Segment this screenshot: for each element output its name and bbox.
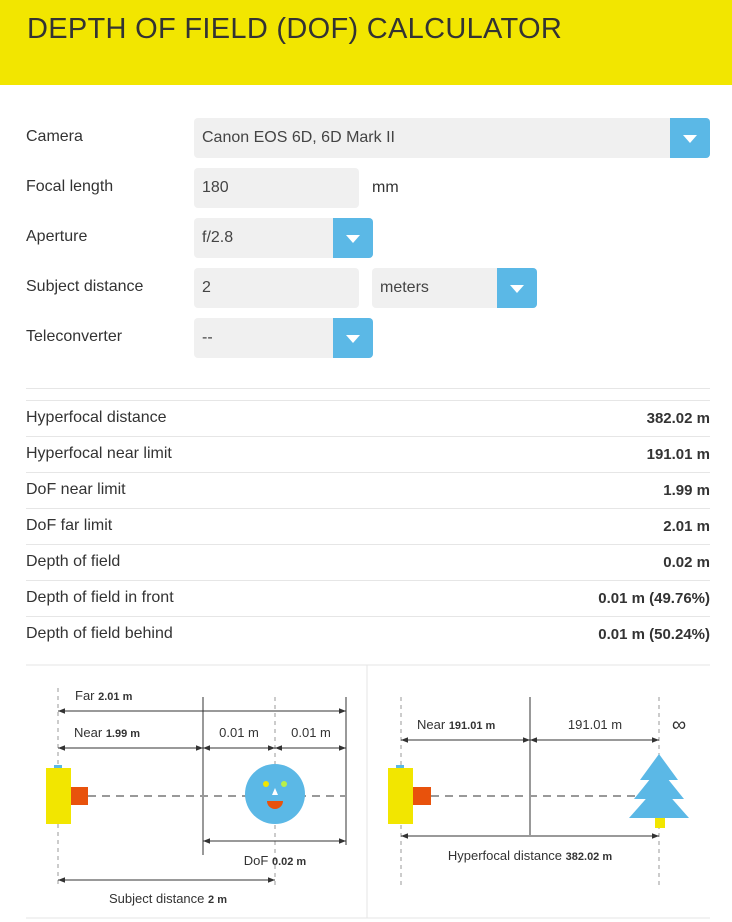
- hyperfocal-text: Hyperfocal distance 382.02 m: [448, 848, 612, 863]
- result-label: Depth of field in front: [26, 589, 174, 606]
- result-label: DoF far limit: [26, 517, 113, 534]
- result-row: Hyperfocal near limit 191.01 m: [26, 436, 710, 473]
- label: Near: [74, 725, 103, 740]
- result-label: Depth of field: [26, 553, 121, 570]
- result-row: Depth of field in front 0.01 m (49.76%): [26, 580, 710, 617]
- dropdown-button[interactable]: [333, 318, 373, 358]
- result-value: 0.01 m (49.76%): [598, 590, 710, 607]
- dropdown-icon: [510, 285, 524, 293]
- result-row: Depth of field 0.02 m: [26, 544, 710, 581]
- front-text: 0.01 m: [219, 725, 259, 740]
- near-text: Near 1.99 m: [74, 725, 140, 740]
- value: 1.99 m: [106, 728, 140, 740]
- result-row: DoF near limit 1.99 m: [26, 472, 710, 509]
- value: 0.02 m: [272, 856, 306, 868]
- result-value: 0.01 m (50.24%): [598, 626, 710, 643]
- dropdown-icon: [683, 135, 697, 143]
- distance-input[interactable]: 2: [194, 268, 359, 308]
- field-label: Focal length: [26, 178, 114, 195]
- title: DEPTH OF FIELD (DOF) CALCULATOR: [27, 13, 563, 45]
- subject-face: [245, 764, 305, 824]
- focal-input[interactable]: 180: [194, 168, 359, 208]
- result-label: DoF near limit: [26, 481, 126, 498]
- field-label: Subject distance: [26, 278, 144, 295]
- camera-select[interactable]: Canon EOS 6D, 6D Mark II: [194, 118, 710, 158]
- dropdown-button[interactable]: [497, 268, 537, 308]
- subject-text: Subject distance 2 m: [109, 891, 227, 906]
- camera-icon: [46, 765, 88, 824]
- label: Hyperfocal distance: [448, 848, 562, 863]
- dropdown-button[interactable]: [670, 118, 710, 158]
- result-value: 0.02 m: [663, 554, 710, 571]
- select-value: Canon EOS 6D, 6D Mark II: [202, 129, 395, 146]
- dropdown-icon: [346, 235, 360, 243]
- label: Subject distance: [109, 891, 204, 906]
- near-text: Near 191.01 m: [417, 717, 496, 732]
- field-label: Camera: [26, 128, 83, 145]
- value: 2 m: [208, 894, 227, 906]
- value: 2.01 m: [98, 691, 132, 703]
- select-value: meters: [380, 279, 429, 296]
- infinity-symbol: ∞: [672, 714, 686, 736]
- aperture-select[interactable]: f/2.8: [194, 218, 373, 258]
- header: DEPTH OF FIELD (DOF) CALCULATOR: [0, 0, 732, 85]
- value: 191.01 m: [449, 720, 496, 732]
- result-label: Depth of field behind: [26, 625, 173, 642]
- teleconverter-select[interactable]: --: [194, 318, 373, 358]
- result-label: Hyperfocal near limit: [26, 445, 172, 462]
- dropdown-button[interactable]: [333, 218, 373, 258]
- result-row: Hyperfocal distance 382.02 m: [26, 400, 710, 437]
- dropdown-icon: [346, 335, 360, 343]
- separator: [26, 388, 710, 389]
- diagram: Far 2.01 m Near 1.99 m 0.01 m 0.01 m DoF…: [26, 664, 710, 919]
- result-value: 191.01 m: [646, 446, 710, 463]
- far-text: Far 2.01 m: [75, 688, 133, 703]
- result-value: 2.01 m: [663, 518, 710, 535]
- result-value: 382.02 m: [646, 410, 710, 427]
- far-segment-text: 191.01 m: [568, 717, 622, 732]
- unit-label: mm: [372, 179, 399, 196]
- field-label: Teleconverter: [26, 328, 123, 345]
- dof-text: DoF 0.02 m: [244, 853, 307, 868]
- field-label: Aperture: [26, 228, 88, 245]
- value: 382.02 m: [566, 851, 613, 863]
- result-label: Hyperfocal distance: [26, 409, 167, 426]
- label: DoF: [244, 853, 269, 868]
- behind-text: 0.01 m: [291, 725, 331, 740]
- tree-icon: [629, 754, 689, 828]
- label: Far: [75, 688, 95, 703]
- select-value: f/2.8: [202, 229, 234, 246]
- camera-icon: [388, 765, 431, 824]
- select-value: --: [202, 329, 213, 346]
- result-value: 1.99 m: [663, 482, 710, 499]
- result-row: DoF far limit 2.01 m: [26, 508, 710, 545]
- unit-select[interactable]: meters: [372, 268, 537, 308]
- result-row: Depth of field behind 0.01 m (50.24%): [26, 616, 710, 653]
- label: Near: [417, 717, 446, 732]
